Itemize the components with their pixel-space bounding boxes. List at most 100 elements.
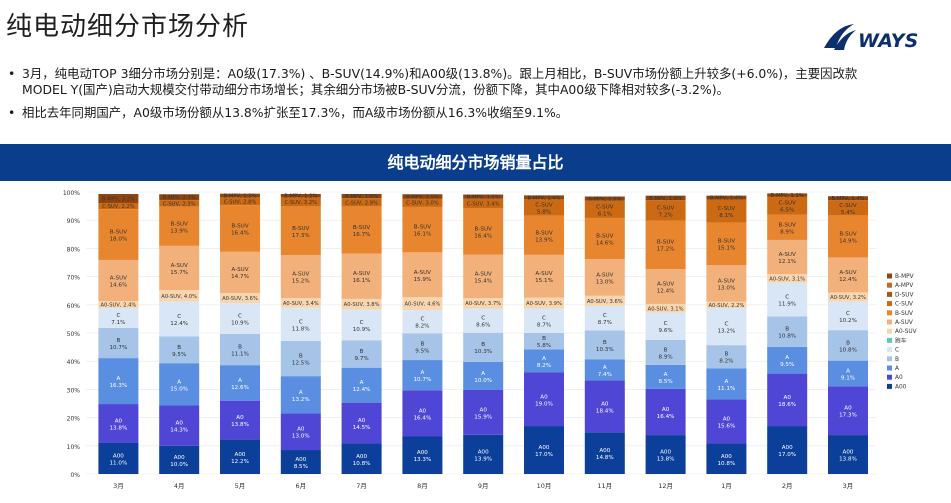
legend-label: C-SUV [895,302,913,308]
data-label-series: C [360,320,364,326]
data-label-series: B-SUV [171,221,189,227]
bar-segment [159,336,200,364]
data-label: C-SUV, 3.0% [406,201,439,207]
data-label-value: 16.4% [474,233,492,239]
data-label-series: B-SUV [110,230,128,236]
bar-segment [341,253,382,299]
bar-segment [584,359,625,381]
y-tick-label: 100% [63,190,80,197]
data-label-value: 13.0% [718,285,736,291]
data-label-value: 16.1% [414,232,432,238]
x-tick-label: 3月 [113,482,124,490]
bar-segment [159,200,200,207]
data-label-series: B [603,340,607,346]
legend-label: 跑车 [895,336,907,344]
data-label-series: A0 [297,427,305,433]
bar-segment [524,333,564,350]
data-label-value: 15.2% [292,279,310,285]
data-label-series: A-SUV [596,272,613,278]
data-label-value: 13.9% [535,237,553,243]
data-label-series: A [846,368,850,374]
data-label-value: 10.7% [414,377,432,383]
bar-segment [706,443,747,474]
bar-segment [463,194,504,199]
data-label: B-MPV, 1.5% [467,195,500,201]
x-tick-label: 6月 [295,482,306,490]
legend-label: B-SUV [895,311,913,317]
bar-segment [706,199,747,223]
data-label-value: 11.8% [292,326,310,332]
data-label: A0-SUV, 4.6% [404,302,440,308]
data-label-series: A [542,356,546,362]
bar-segment [402,333,443,361]
bar-segment [463,332,504,362]
bar-segment [767,274,808,283]
data-label-series: A00 [235,452,246,458]
data-label-series: B [299,354,303,360]
data-label-series: A0 [419,408,427,414]
data-label: B-MPV, 2.1% [163,195,196,201]
data-label: B-MPV, 1.5% [406,194,439,200]
bar-segment [524,349,564,373]
data-label-series: B [360,349,364,355]
bar-segment [524,215,564,255]
bar-segment [280,255,321,299]
data-label-series: B [542,336,546,342]
bar-segment [767,196,808,215]
data-label-series: C [542,316,546,322]
bar-segment [341,198,382,207]
legend-swatch [887,356,892,362]
data-label-series: A00 [539,445,550,451]
bar-segment [463,361,504,390]
data-label-series: A00 [843,450,854,456]
bar-segment [280,450,321,474]
data-label-value: 12.4% [839,277,857,283]
data-label-value: 8.9% [780,229,794,235]
bar-segment [706,368,747,400]
bar-segment [463,434,504,474]
bar-segment [341,309,382,341]
x-tick-label: 3月 [843,482,854,490]
data-label-value: 14.6% [110,283,128,289]
bar-segment [828,386,868,436]
bar-segment [767,193,808,197]
bar-segment [341,443,382,474]
bar-segment [280,340,321,377]
data-label-series: B [785,327,789,333]
data-label-series: B-SUV [839,231,857,237]
data-label-series: A00 [660,450,671,456]
data-label-series: C [420,317,424,323]
logo-mark-icon [824,24,856,50]
data-label-value: 10.2% [839,318,857,324]
data-label-value: 9.5% [172,352,186,358]
data-label-value: 16.4% [414,415,432,421]
data-label-series: B [177,345,181,351]
y-tick-label: 0% [70,472,80,479]
data-label-value: 17.2% [657,247,675,253]
data-label-value: 8.2% [537,363,551,369]
data-label-series: B-SUV [657,240,675,246]
bar-segment [767,282,808,317]
data-label-value: 15.6% [718,424,736,430]
data-label: C-SUV, 3.4% [467,202,500,208]
data-label-value: 12.6% [231,385,249,391]
data-label: C-SUV, 2.9% [345,200,378,206]
data-label-series: A0 [480,407,488,413]
bar-segment [706,222,747,266]
legend-swatch [887,328,892,334]
data-label-value: 8.2% [719,359,733,365]
bar-segment [220,193,260,198]
data-label-value: 6.1% [598,211,612,217]
data-label-value: 8.1% [719,213,733,219]
legend-swatch [887,337,892,343]
data-label-series: C [177,314,181,320]
x-tick-label: 5月 [235,482,246,490]
x-tick-label: 2月 [782,482,793,490]
data-label-series: C [116,313,120,319]
data-label-value: 13.8% [839,457,857,463]
data-label-series: C-SUV [778,201,796,207]
y-tick-label: 10% [67,444,81,451]
legend-label: B-MPV [895,274,914,280]
bar-segment [767,214,808,240]
data-label-series: A [299,390,303,396]
